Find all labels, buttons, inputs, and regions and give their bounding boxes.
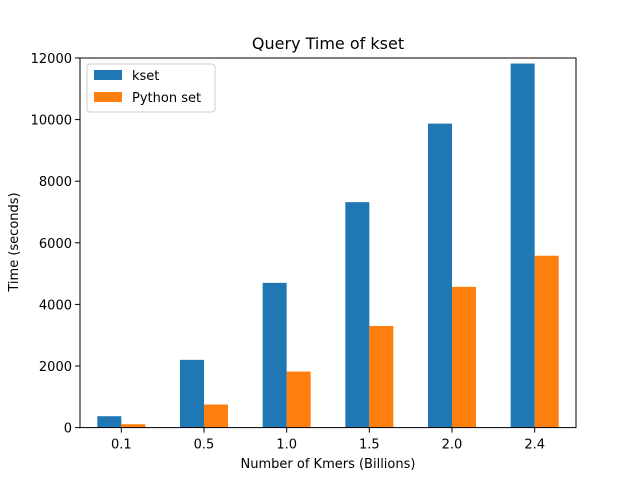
x-tick-label: 0.1 — [111, 438, 132, 453]
y-tick-label: 8000 — [39, 175, 72, 190]
y-axis-label: Time (seconds) — [7, 192, 22, 292]
legend-swatch-kset — [94, 70, 122, 80]
bar-kset-0.5 — [180, 359, 204, 428]
bar-python-set-2.0 — [452, 286, 476, 428]
legend-swatch-python-set — [94, 92, 122, 102]
bar-kset-1.0 — [262, 282, 287, 428]
bars-group — [97, 63, 559, 428]
x-tick-label: 2.0 — [442, 438, 463, 453]
y-tick-label: 10000 — [31, 114, 72, 129]
legend-label-python-set: Python set — [132, 91, 201, 106]
y-tick-label: 12000 — [31, 52, 72, 67]
x-axis-ticks: 0.1 0.5 1.0 1.5 2.0 2.4 — [111, 427, 545, 453]
plot-frame — [79, 57, 577, 429]
bar-kset-1.5 — [345, 202, 370, 428]
bar-python-set-1.0 — [286, 371, 311, 428]
y-tick-label: 4000 — [39, 298, 72, 313]
y-axis-ticks: 0 2000 4000 6000 8000 10000 12000 — [31, 52, 80, 437]
x-tick-label: 1.5 — [359, 438, 380, 453]
bar-python-set-0.1 — [121, 424, 146, 428]
bar-kset-0.1 — [97, 416, 122, 428]
x-tick-label: 2.4 — [524, 438, 545, 453]
bar-kset-2.4 — [510, 63, 535, 428]
legend: kset Python set — [86, 63, 216, 113]
bar-python-set-0.5 — [204, 404, 228, 428]
chart-title: Query Time of kset — [252, 34, 404, 53]
legend-label-kset: kset — [132, 69, 159, 84]
x-tick-label: 1.0 — [276, 438, 297, 453]
y-tick-label: 2000 — [39, 360, 72, 375]
bar-python-set-1.5 — [369, 325, 394, 428]
x-tick-label: 0.5 — [194, 438, 215, 453]
y-tick-label: 0 — [64, 422, 72, 437]
x-axis-label: Number of Kmers (Billions) — [241, 457, 416, 472]
bar-python-set-2.4 — [534, 255, 559, 428]
bar-kset-2.0 — [428, 123, 452, 428]
y-tick-label: 6000 — [39, 237, 72, 252]
